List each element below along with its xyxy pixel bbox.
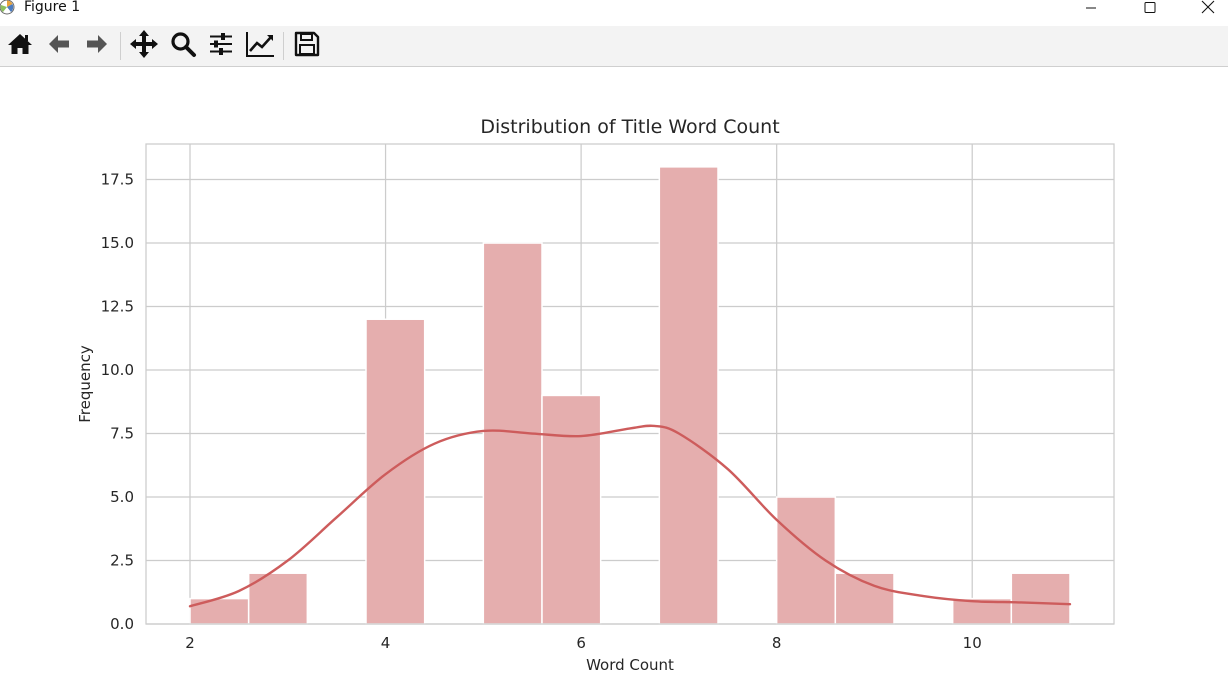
close-icon (1201, 0, 1215, 18)
y-axis-label: Frequency (76, 345, 94, 423)
toolbar-separator (283, 32, 284, 60)
navigation-toolbar (0, 26, 1228, 67)
close-button[interactable] (1185, 0, 1228, 16)
x-tick-label: 10 (963, 634, 982, 652)
search-icon (169, 30, 197, 62)
y-tick-label: 15.0 (101, 234, 134, 252)
arrow-right-icon (83, 30, 111, 62)
home-button[interactable] (3, 29, 37, 63)
forward-button[interactable] (80, 29, 114, 63)
y-tick-label: 0.0 (110, 615, 134, 633)
x-tick-label: 2 (185, 634, 195, 652)
histogram-bars (189, 166, 1071, 625)
window-title: Figure 1 (24, 0, 81, 15)
axes-frame (145, 143, 1115, 625)
histogram-bar (1010, 572, 1071, 625)
x-tick-label: 4 (381, 634, 391, 652)
y-tick-label: 17.5 (101, 171, 134, 189)
histogram-bar (541, 394, 602, 625)
window-titlebar: Figure 1 (0, 0, 1228, 24)
minimize-button[interactable] (1068, 0, 1114, 16)
figure-canvas[interactable]: 2 4 6 8 10 0.0 2.5 5.0 7.5 10.0 12.5 15.0 17.5 Distr… (0, 67, 1228, 680)
edit-axis-button[interactable] (243, 29, 277, 63)
histogram-bar (189, 597, 250, 625)
kde-curve (188, 424, 1072, 608)
histogram-bar (365, 318, 426, 625)
sliders-icon (207, 30, 235, 62)
configure-subplots-button[interactable] (204, 29, 238, 63)
move-icon (129, 29, 159, 63)
y-tick-label: 12.5 (101, 298, 134, 316)
arrow-left-icon (45, 30, 73, 62)
y-tick-label: 7.5 (110, 425, 134, 443)
chart-svg: 2 4 6 8 10 0.0 2.5 5.0 7.5 10.0 12.5 15.0 17.5 Distr… (76, 116, 1115, 674)
kde-curve-group (188, 424, 1072, 608)
maximize-button[interactable] (1127, 0, 1173, 16)
histogram-bar (658, 166, 719, 625)
floppy-disk-icon (293, 30, 321, 62)
y-tick-label: 10.0 (101, 361, 134, 379)
maximize-icon (1144, 0, 1156, 18)
x-tick-label: 8 (772, 634, 782, 652)
save-button[interactable] (290, 29, 324, 63)
zoom-button[interactable] (166, 29, 200, 63)
trend-line-icon (245, 29, 275, 63)
matplotlib-logo-icon (0, 0, 18, 18)
toolbar-separator (120, 32, 121, 60)
grid-lines (146, 144, 1114, 625)
back-button[interactable] (42, 29, 76, 63)
minimize-icon (1085, 0, 1097, 18)
tick-labels: 2 4 6 8 10 0.0 2.5 5.0 7.5 10.0 12.5 15.0 17.5 (101, 171, 982, 652)
x-tick-label: 6 (576, 634, 586, 652)
chart-title: Distribution of Title Word Count (480, 116, 779, 138)
home-icon (6, 30, 34, 62)
y-tick-label: 2.5 (110, 552, 134, 570)
y-tick-label: 5.0 (110, 488, 134, 506)
x-axis-label: Word Count (586, 656, 674, 674)
pan-button[interactable] (127, 29, 161, 63)
